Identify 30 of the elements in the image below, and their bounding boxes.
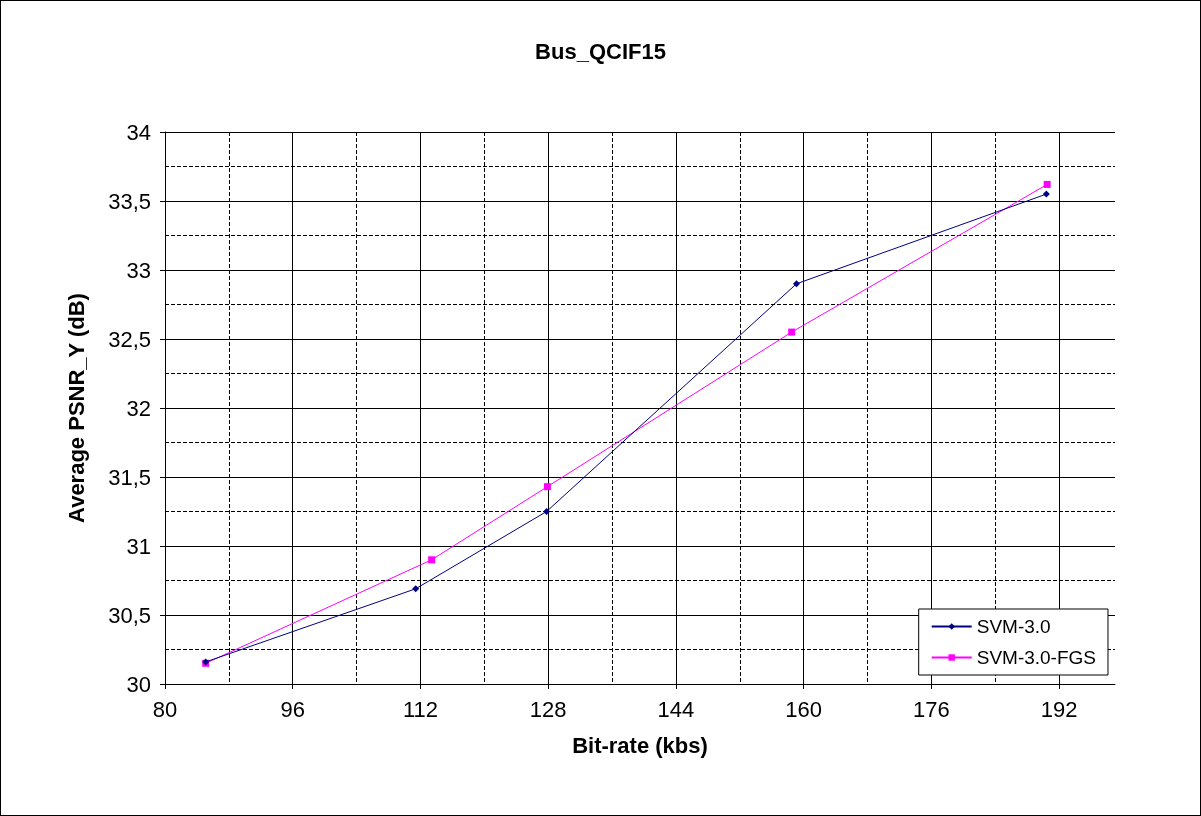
point <box>1042 190 1050 198</box>
point <box>1043 180 1051 188</box>
x-tick-label: 80 <box>152 696 178 722</box>
legend-label: SVM-3.0 <box>976 616 1051 637</box>
y-tick-label: 31 <box>126 533 151 559</box>
x-tick-label: 144 <box>657 696 695 722</box>
x-tick-label: 176 <box>913 696 950 722</box>
chart-title: Bus_QCIF15 <box>535 38 666 64</box>
x-axis-title: Bit-rate (kbs) <box>572 732 708 758</box>
point <box>788 328 796 336</box>
x-tick-label: 192 <box>1040 696 1078 722</box>
y-tick-label: 34 <box>126 119 151 145</box>
y-tick-label: 32,5 <box>108 326 151 352</box>
y-tick-label: 30 <box>126 671 151 697</box>
y-axis-title: Average PSNR_Y (dB) <box>63 293 89 523</box>
legend-label: SVM-3.0-FGS <box>976 647 1097 668</box>
point <box>543 508 551 515</box>
y-tick-label: 31,5 <box>108 464 151 490</box>
point <box>792 280 800 288</box>
x-tick-label: 128 <box>529 696 567 722</box>
x-tick-label: 96 <box>280 696 305 722</box>
point <box>428 556 436 564</box>
point <box>412 585 420 593</box>
point <box>543 483 551 491</box>
y-tick-label: 30,5 <box>108 602 151 628</box>
y-tick-label: 33,5 <box>108 188 151 214</box>
x-tick-label: 160 <box>785 696 823 722</box>
y-tick-label: 33 <box>126 257 151 283</box>
y-tick-label: 32 <box>126 395 151 421</box>
x-tick-label: 112 <box>402 696 438 722</box>
